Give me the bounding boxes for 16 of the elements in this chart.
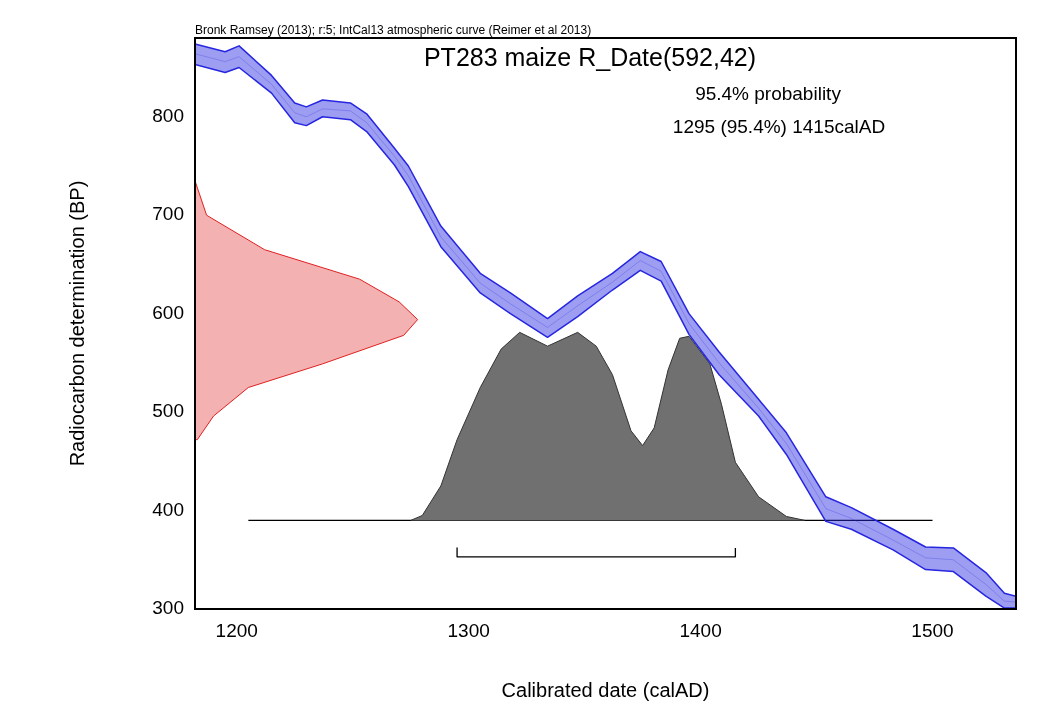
- annotation: 1295 (95.4%) 1415calAD: [672, 116, 886, 137]
- x-tick-label: 1400: [679, 619, 722, 641]
- y-tick-label: 700: [152, 203, 184, 225]
- text: Bronk Ramsey (2013); r:5; IntCal13 atmospheric curve (Reimer et al 2013): [195, 23, 592, 37]
- x-tick-label: 1500: [911, 619, 954, 641]
- y-tick-label: 300: [152, 597, 184, 619]
- y-tick-label: 800: [152, 104, 184, 126]
- y-tick-label: 400: [152, 498, 184, 520]
- chart-title: PT283 maize R_Date(592,42): [423, 43, 757, 71]
- y-axis-title: Radiocarbon determination (BP): [65, 180, 88, 467]
- x-tick-label: 1300: [447, 619, 490, 641]
- x-axis-title: Calibrated date (calAD): [501, 678, 710, 701]
- x-tick-label: 1200: [215, 619, 258, 641]
- annotation: 95.4% probability: [695, 83, 842, 104]
- y-tick-label: 500: [152, 400, 184, 422]
- y-tick-label: 600: [152, 301, 184, 323]
